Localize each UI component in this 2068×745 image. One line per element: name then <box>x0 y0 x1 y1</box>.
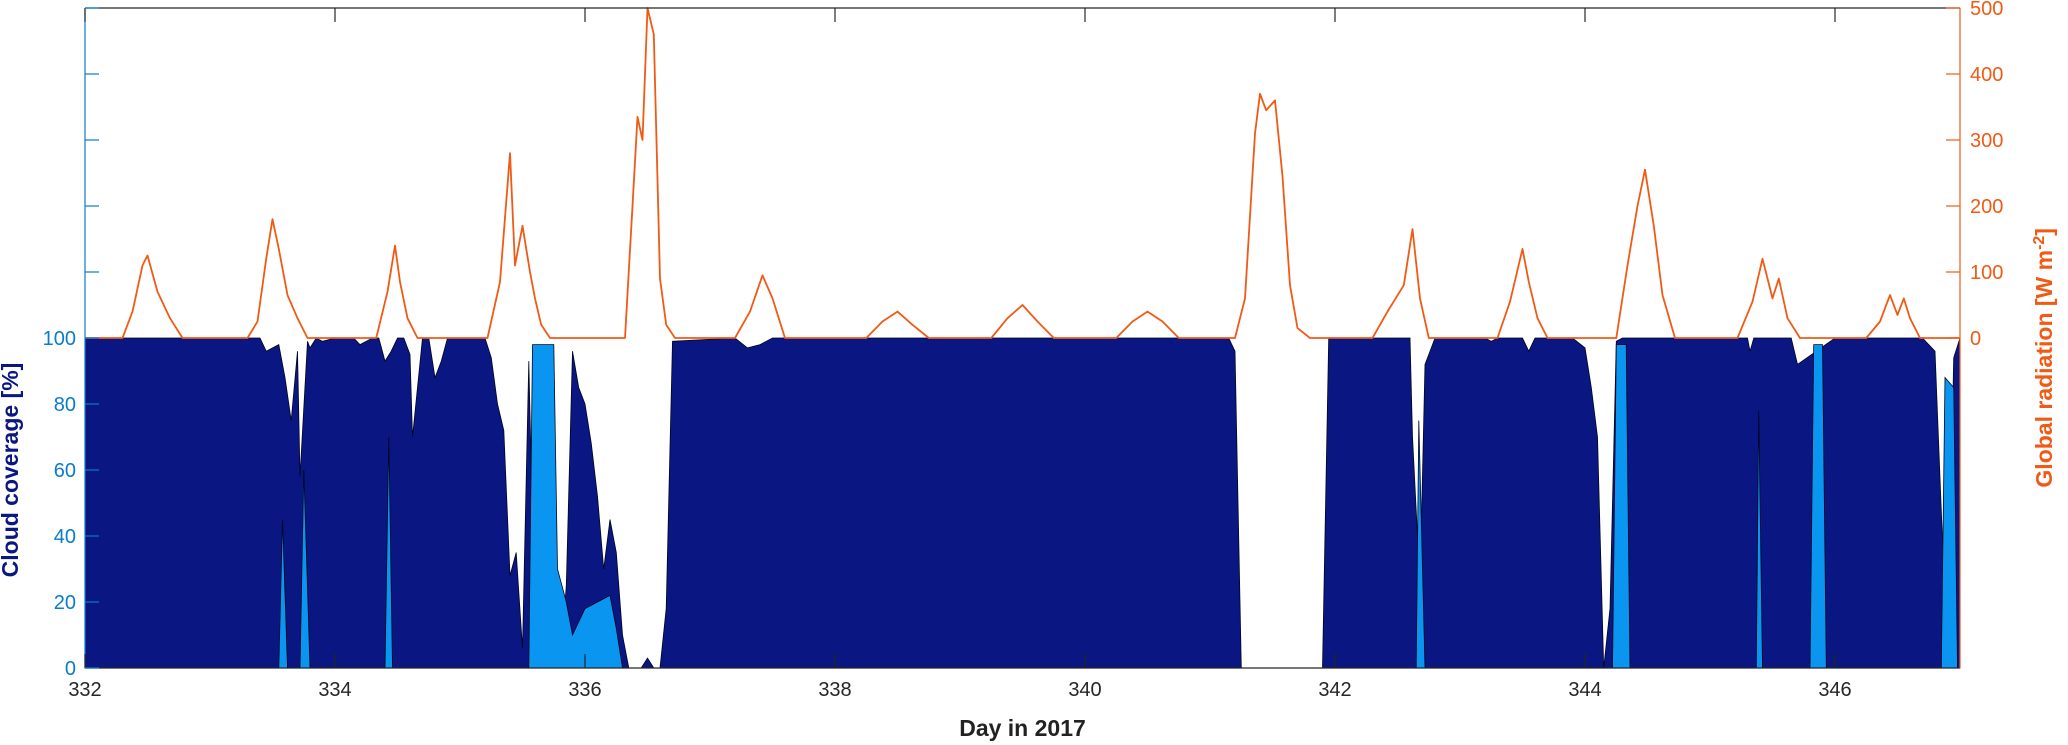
right-tick-label: 400 <box>1970 64 2003 86</box>
right-tick-label: 300 <box>1970 130 2003 152</box>
x-tick-label: 346 <box>1818 679 1851 701</box>
left-tick-label: 0 <box>65 658 76 680</box>
x-tick-label: 344 <box>1568 679 1601 701</box>
left-tick-label: 60 <box>54 460 76 482</box>
right-tick-label: 200 <box>1970 196 2003 218</box>
x-axis-title: Day in 2017 <box>959 715 1086 741</box>
left-tick-label: 80 <box>54 394 76 416</box>
x-tick-label: 340 <box>1068 679 1101 701</box>
right-tick-label: 0 <box>1970 328 1981 350</box>
right-tick-label: 100 <box>1970 262 2003 284</box>
left-tick-label: 40 <box>54 526 76 548</box>
left-axis-ticks: 0 20 40 60 80 100 <box>43 7 99 680</box>
series-total-cloud-coverage <box>84 337 1961 669</box>
left-axis-title: Cloud coverage [%] <box>0 363 23 578</box>
left-tick-label: 100 <box>43 328 76 350</box>
right-axis-title-main: Global radiation [W m <box>2031 250 2057 488</box>
right-axis-ticks: 0 100 200 300 400 500 <box>1946 0 2003 350</box>
right-tick-label: 500 <box>1970 0 2003 20</box>
x-tick-label: 332 <box>68 679 101 701</box>
x-tick-label: 342 <box>1318 679 1351 701</box>
series-global-radiation <box>85 7 1960 339</box>
x-tick-label: 334 <box>318 679 351 701</box>
x-tick-label: 336 <box>568 679 601 701</box>
x-tick-label: 338 <box>818 679 851 701</box>
plot-lower-block <box>84 337 1961 669</box>
right-axis-title: Global radiation [W m-2] <box>2031 228 2058 488</box>
plot-line-layer <box>85 7 1960 339</box>
left-tick-label: 20 <box>54 592 76 614</box>
x-axis-ticks: 332 334 336 338 340 342 344 346 <box>68 8 1852 701</box>
right-axis-title-suffix: ] <box>2031 228 2057 236</box>
right-axis-title-superscript: -2 <box>2031 236 2048 250</box>
